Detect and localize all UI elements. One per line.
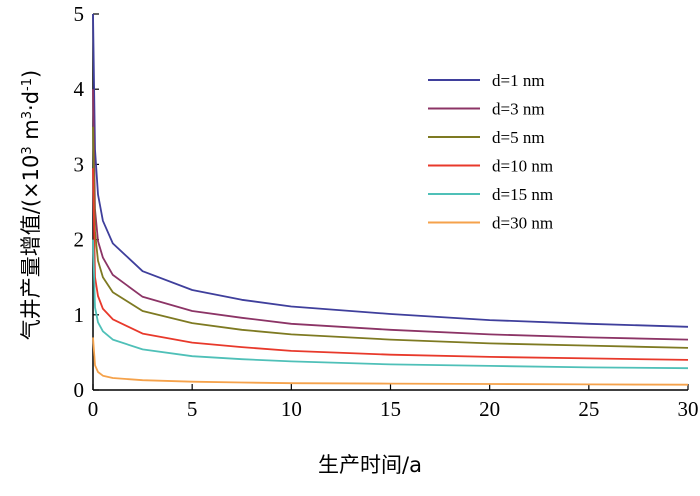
axes xyxy=(92,14,688,391)
y-axis-title-unit-d: ·d xyxy=(19,91,43,111)
y-tick-label: 4 xyxy=(74,77,85,101)
legend-label: d=3 nm xyxy=(492,100,545,119)
y-axis-title: 气井产量增值/(×103 m3·d-1) xyxy=(19,70,43,340)
legend-label: d=5 nm xyxy=(492,128,545,147)
y-tick-label: 0 xyxy=(74,378,85,402)
legend-label: d=15 nm xyxy=(492,185,553,204)
x-tick-label: 5 xyxy=(187,397,198,421)
series-line-d-5-nm xyxy=(92,126,689,349)
y-axis-title-main: 气井产量增值/(×10 xyxy=(19,155,43,341)
y-axis-title-close: ) xyxy=(19,70,43,78)
legend: d=1 nm d=3 nm d=5 nm d=10 nm d=15 nm d=30 nm xyxy=(428,71,553,233)
y-axis-title-exp3: -1 xyxy=(20,78,35,91)
legend-label: d=30 nm xyxy=(492,214,553,233)
legend-label: d=10 nm xyxy=(492,157,553,176)
y-tick-label: 5 xyxy=(74,2,85,26)
y-axis-title-unit-m: m xyxy=(19,119,43,146)
series-line-d-15-nm xyxy=(92,239,689,370)
y-ticks: 0 1 2 3 4 5 xyxy=(74,2,99,402)
x-tick-label: 10 xyxy=(281,397,302,421)
legend-label: d=1 nm xyxy=(492,71,545,90)
x-tick-label: 20 xyxy=(479,397,500,421)
series-line-d-10-nm xyxy=(92,168,689,361)
x-ticks: 0 5 10 15 20 25 30 xyxy=(88,384,699,421)
series-line-d-1-nm xyxy=(92,13,689,328)
x-tick-label: 25 xyxy=(578,397,599,421)
y-axis-title-exp2: 3 xyxy=(20,111,35,119)
y-axis-title-exp1: 3 xyxy=(20,146,35,154)
y-tick-label: 3 xyxy=(74,152,85,176)
x-tick-label: 30 xyxy=(678,397,699,421)
x-axis-title: 生产时间/a xyxy=(318,453,422,477)
y-tick-label: 1 xyxy=(74,303,85,327)
y-tick-label: 2 xyxy=(74,228,85,252)
series-group xyxy=(92,13,689,386)
x-tick-label: 0 xyxy=(88,397,99,421)
x-tick-label: 15 xyxy=(380,397,401,421)
series-line-d-3-nm xyxy=(92,89,689,341)
series-line-d-30-nm xyxy=(92,337,689,386)
